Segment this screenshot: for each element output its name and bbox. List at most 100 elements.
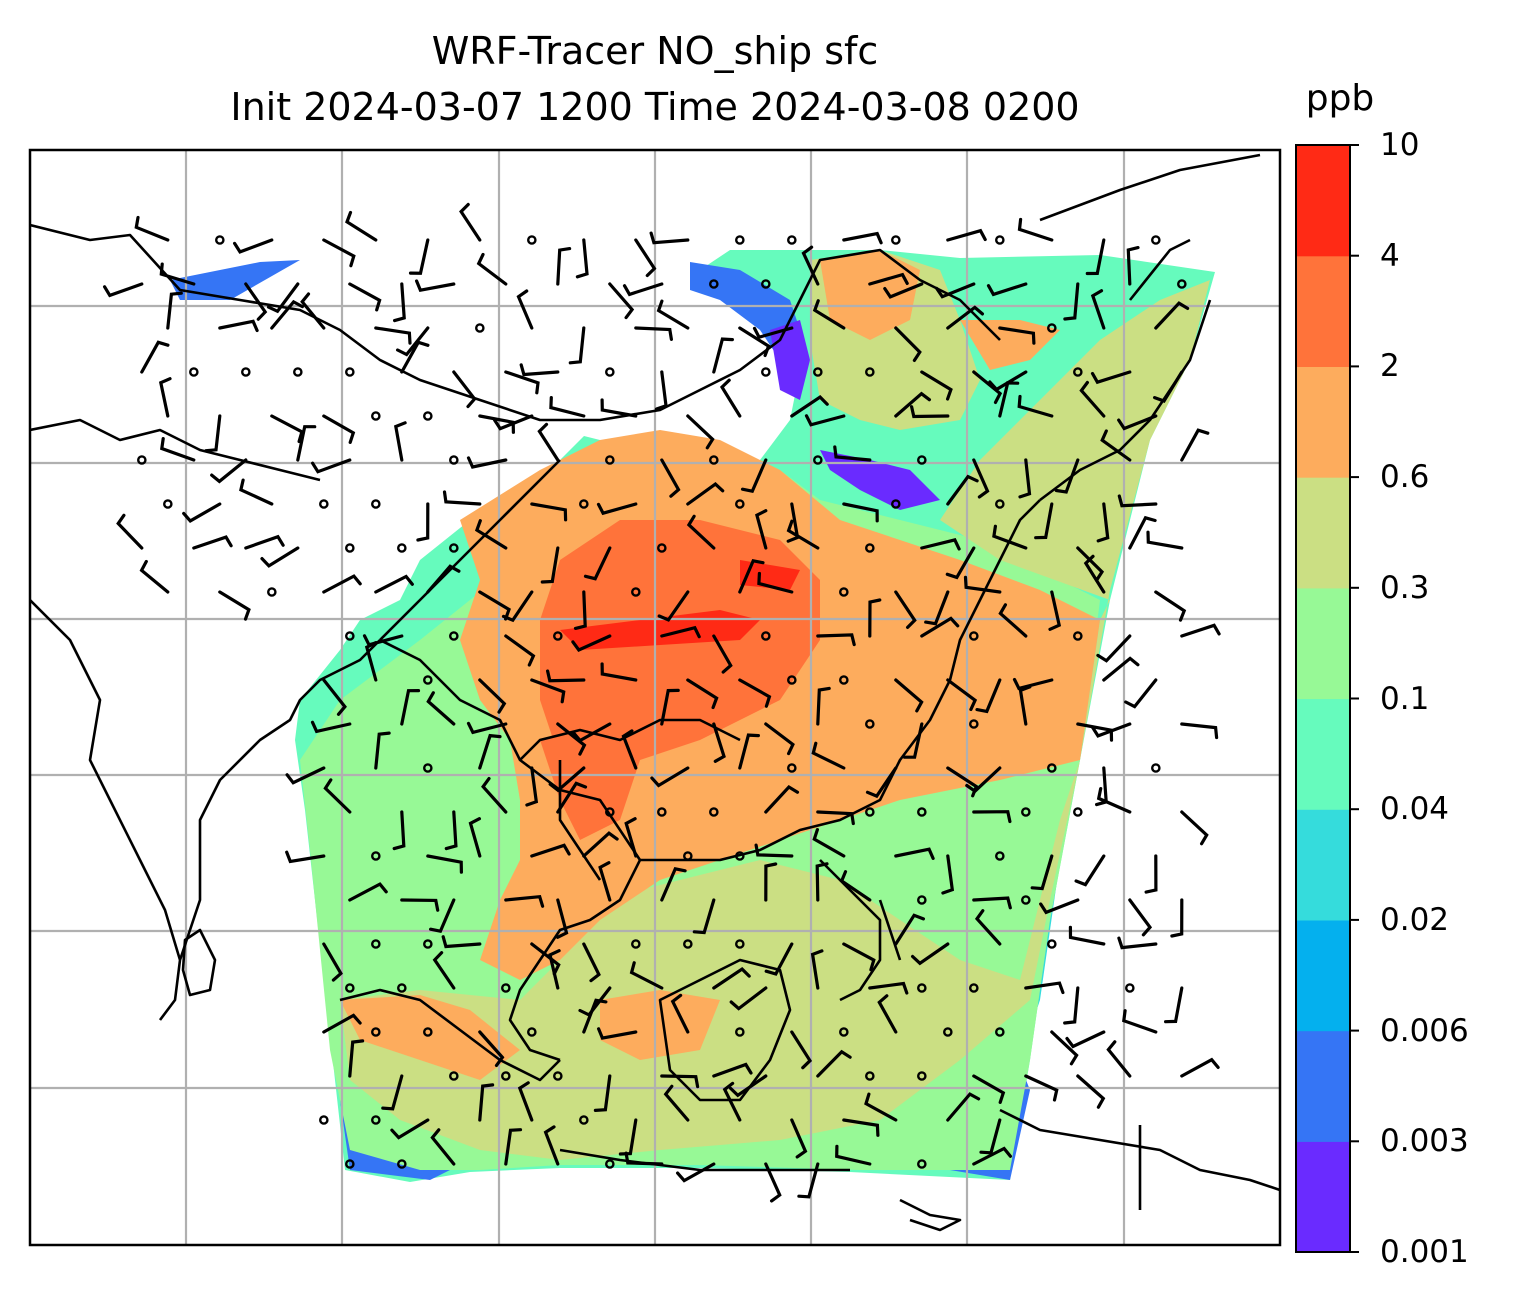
calm-wind-circle (761, 279, 771, 289)
calm-wind-circle (449, 455, 459, 465)
calm-wind-circle (241, 367, 251, 377)
calm-wind-circle (423, 675, 433, 685)
wind-barb (1079, 380, 1106, 418)
coastline-sumatra (339, 988, 561, 1082)
calm-wind-circle (163, 499, 173, 509)
wind-barb (182, 502, 222, 523)
wind-barb (972, 370, 1003, 404)
wind-barb (478, 733, 502, 770)
elevated-conc-sbend (600, 990, 720, 1060)
wind-barb (322, 678, 347, 716)
wind-barb (573, 590, 587, 630)
wind-barb (910, 405, 950, 419)
calm-wind-circle (839, 1027, 849, 1037)
colorbar-segment (1296, 1030, 1350, 1142)
wind-barb (752, 326, 794, 340)
wind-barb (1106, 1040, 1132, 1078)
border-indochina (519, 718, 741, 881)
calm-wind-circle (969, 719, 979, 729)
wind-barb (556, 722, 587, 756)
wind-barb (429, 898, 456, 934)
wind-barb (426, 564, 461, 594)
calm-wind-circle (1073, 367, 1083, 377)
wind-barb (992, 524, 1028, 550)
wind-barb (244, 534, 285, 550)
wind-barb (568, 326, 586, 365)
wind-barb (204, 414, 222, 453)
wind-barb (868, 272, 909, 286)
wind-barb (322, 1013, 362, 1034)
coastline-srilanka (181, 928, 217, 997)
wind-barb (634, 326, 673, 341)
calm-wind-circle (735, 851, 745, 861)
wind-barb (519, 363, 560, 377)
wind-barb (941, 854, 955, 895)
wind-barb (140, 340, 170, 374)
calm-wind-circle (969, 631, 979, 641)
calm-wind-circle (683, 851, 693, 861)
wind-barb (712, 634, 733, 674)
coastline-timor (899, 1198, 962, 1232)
wind-barb (548, 949, 561, 990)
calm-wind-circle (735, 499, 745, 509)
wind-barb (543, 1125, 560, 1166)
calm-wind-circle (865, 367, 875, 377)
calm-wind-circle (995, 499, 1005, 509)
wind-barb (426, 691, 456, 726)
wind-barb (1085, 238, 1106, 276)
calm-wind-circle (1151, 763, 1161, 773)
wind-barb (408, 238, 430, 275)
wind-barb (1180, 623, 1221, 638)
wind-barb (998, 603, 1028, 638)
wind-barb (894, 391, 931, 418)
calm-wind-circle (371, 499, 381, 509)
wind-barb (868, 598, 882, 638)
wind-barb (593, 1074, 612, 1112)
wind-barb (811, 741, 846, 770)
wind-barb (285, 766, 326, 785)
calm-wind-circle (865, 807, 875, 817)
colorbar-tick-label: 4 (1380, 237, 1400, 274)
calm-wind-circle (631, 939, 641, 949)
colorbar-tick-label: 0.02 (1380, 901, 1450, 938)
wind-barb (134, 215, 170, 242)
calm-wind-circle (1177, 279, 1187, 289)
wind-barb (894, 590, 917, 629)
wind-barb (965, 766, 1002, 794)
calm-wind-circle (891, 499, 901, 509)
wind-barb (660, 625, 701, 639)
wind-barb (1054, 458, 1080, 494)
wind-barb (1063, 282, 1080, 321)
wind-barb (572, 722, 612, 743)
calm-wind-circle (527, 1027, 537, 1037)
wind-barb (1012, 677, 1054, 691)
calm-wind-circle (579, 499, 589, 509)
calm-wind-circle (501, 983, 511, 993)
wind-barb (322, 942, 343, 982)
wind-barb (972, 1074, 1006, 1104)
wind-barb (218, 319, 259, 333)
calm-wind-circle (189, 367, 199, 377)
wind-barb (426, 854, 463, 874)
wind-barb (345, 210, 378, 242)
wind-barb (1024, 981, 1065, 995)
coastline-borneo (658, 958, 792, 1102)
wind-barb (1034, 502, 1054, 540)
wind-barb (816, 810, 855, 826)
coastline-philippines (819, 859, 902, 1002)
calm-wind-circle (501, 1071, 511, 1081)
wind-barb (1068, 925, 1106, 946)
wind-barb (972, 896, 1012, 910)
wind-barb (474, 519, 508, 550)
colorbar-units-label: ppb (1305, 78, 1375, 119)
calm-wind-circle (449, 1071, 459, 1081)
border-china-south (379, 459, 561, 641)
wind-barb (865, 766, 898, 799)
wind-barb (935, 282, 976, 299)
wind-barb (441, 935, 482, 949)
wind-barb (444, 810, 458, 851)
wind-barb (624, 817, 638, 858)
wind-barb (692, 898, 716, 935)
wind-barb (466, 456, 508, 469)
